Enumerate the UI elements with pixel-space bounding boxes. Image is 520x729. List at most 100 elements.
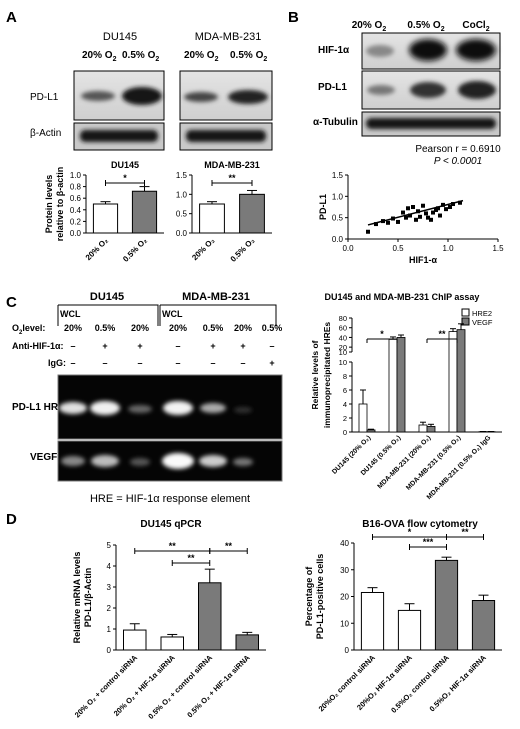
y-tick-label: 0.0 [176, 229, 188, 238]
panel-c-letter: C [6, 294, 17, 311]
b-lane-labels: 20% O2 0.5% O2 CoCl2 [352, 20, 490, 33]
o2-level-value: 0.5% [203, 323, 224, 333]
o2-level-value: 20% [234, 323, 252, 333]
bar [448, 331, 458, 433]
blot-a-du145-actin [73, 122, 165, 151]
x-tick-label: MDA-MB-231 (20% O₂) [376, 434, 432, 490]
y-tick-label: 4 [343, 400, 347, 409]
chart-title: DU145 qPCR [140, 519, 202, 530]
legend-swatch [461, 308, 470, 317]
scatter-point [411, 205, 415, 209]
bar [235, 634, 259, 651]
y-tick-label: 4 [107, 562, 112, 571]
y-tick-label: 8 [343, 372, 347, 381]
igg-value: – [102, 358, 107, 368]
anti-hif-value: – [175, 341, 180, 351]
panel-a-letter: A [6, 9, 17, 26]
igg-value: + [269, 358, 274, 368]
y-tick-label: 0.8 [70, 183, 82, 192]
c-wcl-label: WCL [60, 309, 81, 319]
anti-hif-value: – [70, 341, 75, 351]
blot-b-hif1a [361, 32, 501, 70]
significance-label: * [123, 173, 127, 183]
bar [199, 203, 225, 234]
bar [239, 193, 265, 234]
lane-label: 0.5% O2 [230, 50, 267, 63]
panel-c: C DU145 MDA-MB-231 WCL WCL O2level: Anti… [6, 291, 502, 505]
anti-hif-value: + [210, 341, 215, 351]
bar [397, 609, 422, 651]
significance-label: ** [228, 173, 236, 183]
o2-level-value: 20% [64, 323, 82, 333]
c-row-header-anti: Anti-HIF-1α: [12, 341, 64, 351]
y-tick-label: 1 [107, 625, 112, 634]
scatter-point [429, 217, 433, 222]
panel-d: D DU145 qPCR Relative mRNA levels PD-L1/β-… [6, 511, 502, 721]
scatter-point [458, 200, 462, 205]
significance-label: ** [169, 541, 177, 551]
scatter-point [441, 202, 445, 207]
scatter-point [374, 222, 378, 227]
y-tick-label: 1.0 [176, 190, 188, 199]
blot-row-label-hif1a: HIF-1α [318, 45, 350, 56]
scatter-point [414, 217, 418, 222]
legend-swatch [461, 317, 470, 326]
bar [92, 203, 119, 234]
igg-value: – [70, 358, 75, 368]
lane-label: 0.5% O2 [407, 20, 444, 33]
scatter-point [396, 219, 400, 224]
col-label-du145: DU145 [103, 31, 137, 43]
y-tick-label: 0.5 [176, 210, 188, 219]
x-tick-label: 20% O₂ + HIF-1α siRNA [112, 653, 177, 718]
blot-b-pdl1 [361, 70, 501, 110]
lane-label: 20% O2 [82, 50, 117, 63]
scatter-point [401, 210, 405, 215]
scatter-point [424, 211, 428, 216]
y-axis-label: immunoprecipitated HREs [322, 322, 332, 429]
scatter-point [366, 229, 370, 234]
y-tick-label: 3 [107, 583, 112, 592]
igg-value: – [210, 358, 215, 368]
c-label-du145: DU145 [90, 291, 124, 303]
bar [434, 559, 459, 651]
panel-a: A DU145 MDA-MB-231 20% O2 0.5% O2 20% O2… [6, 9, 273, 264]
legend-label: HRE2 [472, 309, 492, 318]
y-tick-label: 1.0 [70, 171, 82, 180]
blot-row-label-tubulin: α-Tubulin [313, 117, 358, 128]
blot-row-label-pdl1: PD-L1 [318, 82, 347, 93]
y-axis-label: Relative mRNA levels [72, 552, 82, 644]
x-tick-label: 0.5% O₂ [121, 236, 149, 264]
bar [471, 600, 496, 651]
lane-label: 20% O2 [184, 50, 219, 63]
scatter-point [426, 215, 430, 220]
x-tick-label: MDA-MB-231 (0.5% O₂) [405, 434, 462, 491]
y-axis-label: PD-L1 [318, 194, 328, 220]
y-axis-label: PD-L1-positive cells [315, 554, 325, 640]
scatter-point [381, 219, 385, 224]
y-axis-label: Percentage of [304, 566, 314, 627]
x-tick-label: MDA-MB-231 (0.5% O₂) IgG [426, 434, 493, 501]
x-axis-label: HIF1-α [409, 255, 438, 265]
gel-vegf [57, 440, 283, 482]
bar [366, 429, 376, 433]
y-tick-label: 10 [339, 348, 347, 357]
c-footnote: HRE = HIF-1α response element [90, 493, 250, 505]
panel-b-letter: B [288, 9, 299, 26]
bar [360, 591, 385, 651]
scatter-point [438, 213, 442, 218]
legend-label: VEGF [472, 318, 493, 327]
lane-label: CoCl2 [462, 20, 489, 33]
y-tick-label: 30 [340, 566, 349, 575]
significance-label: ** [187, 553, 195, 563]
y-tick-label: 0.5 [332, 214, 344, 223]
scatter-point [408, 213, 412, 218]
o2-level-value: 0.5% [95, 323, 116, 333]
y-tick-label: 60 [339, 324, 347, 333]
stat-pearson: Pearson r = 0.6910 [415, 144, 501, 155]
y-tick-label: 0.0 [332, 235, 344, 244]
igg-value: – [137, 358, 142, 368]
lane-label: 20% O2 [352, 20, 387, 33]
o2-level-value: 20% [131, 323, 149, 333]
blot-a-du145-pdl1 [73, 70, 165, 121]
